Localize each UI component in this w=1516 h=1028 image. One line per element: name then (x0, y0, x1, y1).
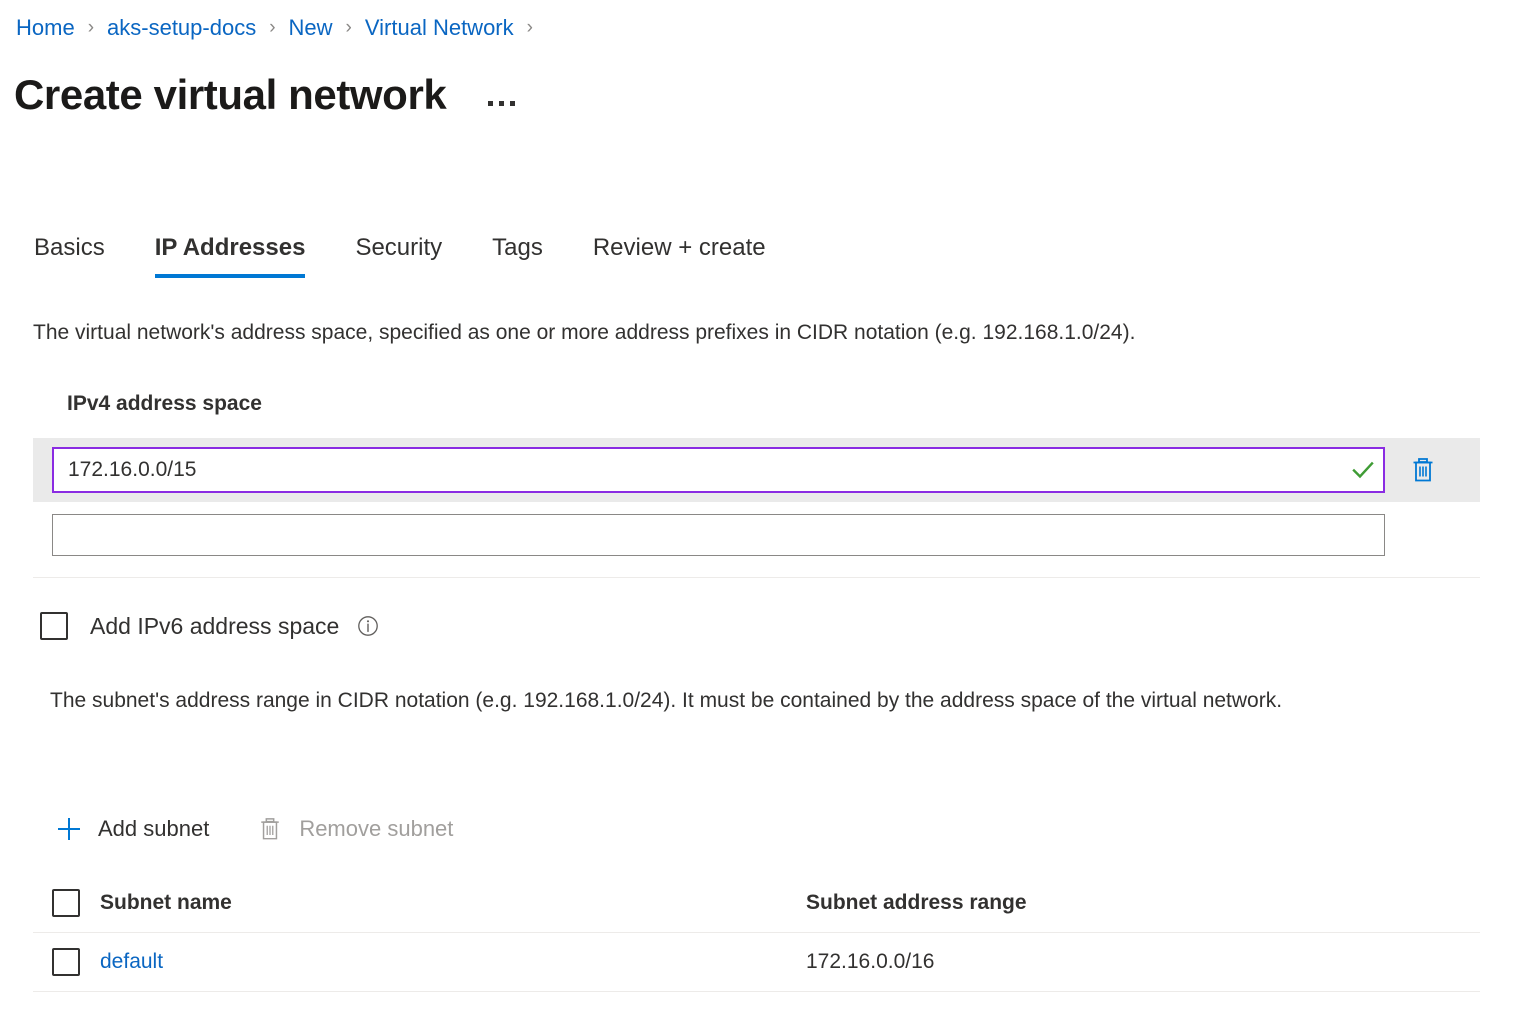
tab-security[interactable]: Security (355, 234, 443, 261)
tab-review-create[interactable]: Review + create (592, 234, 766, 261)
breadcrumb-chevron-icon: › (87, 17, 95, 38)
add-ipv6-address-space-row: Add IPv6 address space (40, 607, 379, 645)
plus-icon (54, 814, 84, 844)
address-space-row-empty (52, 514, 1385, 556)
ipv4-address-space-input[interactable] (54, 449, 1343, 491)
column-header-subnet-address-range[interactable]: Subnet address range (806, 891, 1027, 914)
breadcrumb-item-virtual-network[interactable]: Virtual Network (364, 15, 514, 40)
add-ipv6-address-space-checkbox[interactable] (40, 612, 68, 640)
breadcrumb-chevron-icon: › (526, 17, 533, 38)
table-header-row: Subnet name Subnet address range (33, 874, 1480, 932)
subnet-name-link[interactable]: default (100, 950, 164, 973)
ellipsis-dot-icon (488, 101, 494, 106)
add-subnet-label: Add subnet (98, 816, 210, 841)
more-commands-button[interactable] (484, 97, 519, 110)
section-divider (33, 577, 1480, 578)
subnet-toolbar: Add subnet Remove subnet (50, 808, 457, 850)
remove-subnet-button[interactable]: Remove subnet (251, 812, 457, 846)
page-title: Create virtual network (14, 71, 447, 118)
info-icon[interactable] (357, 615, 379, 637)
ipv4-address-space-label: IPv4 address space (67, 392, 262, 415)
table-row-separator (33, 991, 1480, 992)
row-select-cell (52, 948, 100, 976)
ipv4-address-space-input-empty[interactable] (53, 515, 1384, 555)
table-header-separator (33, 932, 1480, 933)
tab-ip-addresses[interactable]: IP Addresses (154, 232, 305, 278)
column-header-subnet-name[interactable]: Subnet name (100, 891, 232, 914)
row-select-checkbox[interactable] (52, 948, 80, 976)
select-all-cell (52, 889, 100, 917)
delete-address-space-button[interactable] (1407, 454, 1439, 486)
ellipsis-dot-icon (510, 101, 516, 106)
breadcrumb-item-new[interactable]: New (288, 15, 333, 40)
breadcrumb: Home › aks-setup-docs › New › Virtual Ne… (16, 14, 546, 42)
remove-subnet-label: Remove subnet (299, 816, 454, 841)
breadcrumb-chevron-icon: › (269, 17, 276, 38)
ellipsis-dot-icon (499, 101, 505, 106)
validation-check-icon (1343, 457, 1383, 483)
table-row[interactable]: default 172.16.0.0/16 (33, 933, 1480, 991)
tab-tags[interactable]: Tags (492, 234, 543, 261)
subnet-table: Subnet name Subnet address range default… (33, 874, 1480, 992)
cell-subnet-address-range: 172.16.0.0/16 (806, 950, 935, 973)
trash-icon (255, 814, 285, 844)
breadcrumb-item-aks-setup-docs[interactable]: aks-setup-docs (107, 15, 257, 40)
address-space-row (33, 438, 1480, 502)
title-row: Create virtual network (14, 68, 519, 122)
ip-address-space-description: The virtual network's address space, spe… (33, 321, 1136, 344)
select-all-checkbox[interactable] (52, 889, 80, 917)
subnet-description: The subnet's address range in CIDR notat… (50, 689, 1283, 712)
cell-subnet-name: default (100, 950, 806, 974)
trash-icon (1413, 458, 1433, 482)
ipv4-address-space-field-wrapper (52, 447, 1385, 493)
add-ipv6-address-space-label: Add IPv6 address space (90, 613, 340, 639)
tab-basics[interactable]: Basics (34, 234, 105, 261)
add-subnet-button[interactable]: Add subnet (50, 812, 213, 846)
tab-list: Basics IP Addresses Security Tags Review… (34, 232, 816, 278)
breadcrumb-item-home[interactable]: Home (16, 15, 75, 40)
breadcrumb-chevron-icon: › (345, 17, 352, 38)
